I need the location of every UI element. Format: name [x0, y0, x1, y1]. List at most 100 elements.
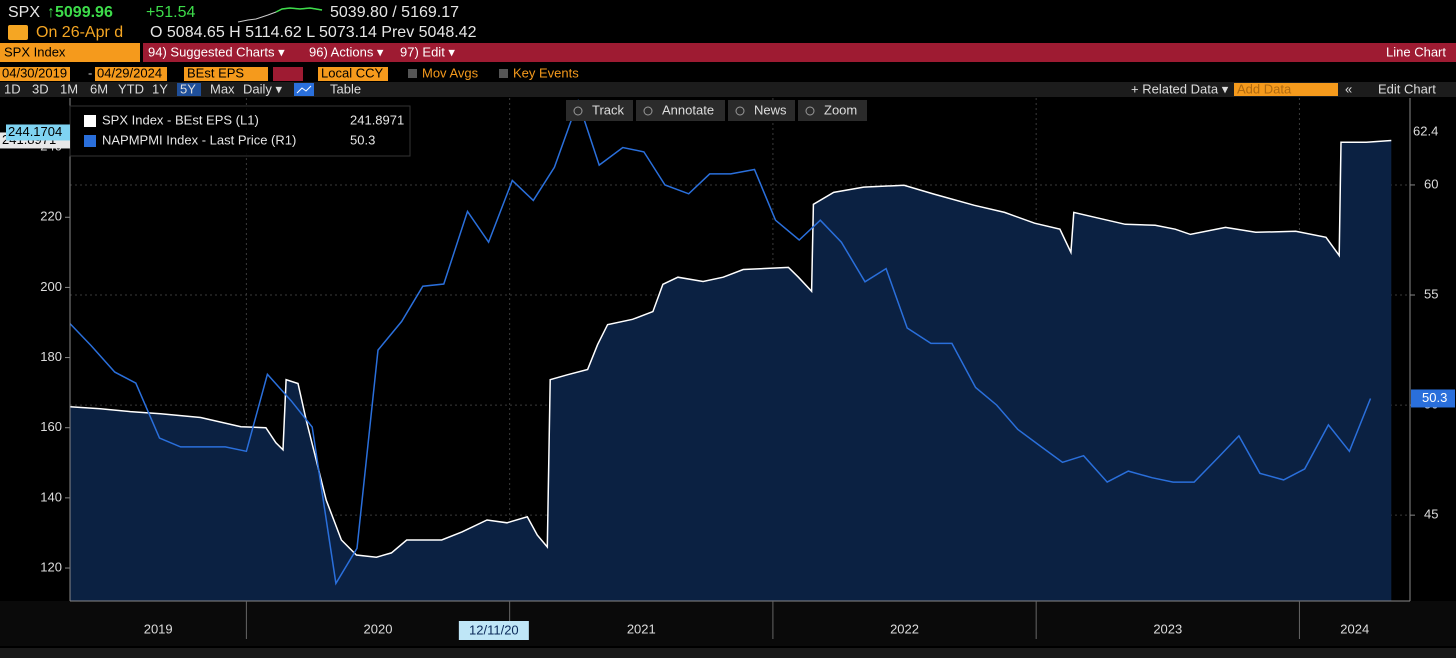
cursor-box	[458, 621, 529, 640]
menu-item[interactable]: 97) Edit ▾	[400, 44, 455, 59]
x-tick-label: 2021	[627, 621, 656, 636]
last-value-tag	[1411, 389, 1455, 408]
legend-swatch	[84, 135, 96, 147]
y2-tick-label: 55	[1424, 286, 1438, 301]
key-events[interactable]: Key Events	[513, 65, 579, 80]
chart-tools: Track Annotate News Zoom	[566, 100, 867, 121]
day-range: 5039.80 / 5169.17	[330, 4, 459, 21]
sparkline-up	[275, 7, 323, 13]
field-box[interactable]	[184, 67, 268, 81]
cursor-label: 12/11/20	[469, 622, 519, 637]
date-separator: -	[88, 65, 92, 80]
end-date: 04/29/2024	[97, 65, 162, 80]
period-group: 1D 3D 1M 6M YTD 1Y 5Y Max	[4, 81, 235, 96]
tool-label: Annotate	[662, 102, 714, 117]
legend-label: SPX Index - BEst EPS (L1)	[102, 112, 259, 127]
legend-value: 241.8971	[350, 112, 404, 127]
y-tick-label: 220	[40, 209, 62, 224]
last-price: ↑5099.96	[47, 4, 113, 21]
tool-label: Track	[592, 102, 625, 117]
start-date: 04/30/2019	[2, 65, 67, 80]
chart-type: Line Chart	[1386, 44, 1446, 59]
x-tick-label: 2022	[890, 621, 919, 636]
menu-item[interactable]: 94) Suggested Charts ▾	[148, 44, 285, 59]
currency-box[interactable]	[318, 67, 388, 81]
edit-chart[interactable]: Edit Chart	[1378, 81, 1436, 96]
tool-label: Zoom	[824, 102, 857, 117]
tool-icon	[735, 106, 745, 116]
period-button[interactable]: Max	[210, 81, 235, 96]
add-data-box[interactable]	[1234, 83, 1338, 96]
color-box[interactable]	[273, 67, 303, 81]
y-marker-label: 244.1704	[8, 124, 62, 139]
add-data: Add Data	[1237, 81, 1292, 96]
chart-icon-glyph	[296, 85, 312, 94]
tool-button[interactable]	[566, 100, 633, 121]
period-bar	[0, 82, 1456, 97]
table-button[interactable]: Table	[330, 81, 361, 96]
tool-icon	[573, 106, 583, 116]
collapse[interactable]: «	[1345, 81, 1352, 96]
period-button[interactable]: 1M	[60, 81, 78, 96]
legend-swatch	[84, 115, 96, 127]
area	[70, 140, 1392, 601]
legend-label: NAPMPMI Index - Last Price (R1)	[102, 132, 296, 147]
y2-tick-label: 60	[1424, 176, 1438, 191]
legend-value: 50.3	[350, 132, 375, 147]
menu-bar	[143, 43, 1456, 62]
tool-button[interactable]	[728, 100, 795, 121]
x-tick-label: 2020	[364, 621, 393, 636]
tool-icon	[805, 106, 815, 116]
checkbox[interactable]	[408, 69, 417, 78]
x-tick-label: 2024	[1340, 621, 1369, 636]
period-button[interactable]: 3D	[32, 81, 49, 96]
line	[69, 98, 1372, 586]
frequency[interactable]: Daily ▾	[243, 81, 283, 96]
field: BEst EPS	[187, 65, 244, 80]
legend-box	[69, 105, 411, 157]
tool-button[interactable]	[636, 100, 725, 121]
y2-tick-label: 45	[1424, 507, 1438, 522]
line	[69, 139, 1392, 558]
ticker: SPX	[8, 4, 40, 21]
y-tick-label: 120	[40, 559, 62, 574]
y-tick-label: 160	[40, 419, 62, 434]
ohlc: O 5084.65 H 5114.62 L 5073.14 Prev 5048.…	[150, 24, 477, 41]
alert-icon[interactable]	[8, 25, 28, 40]
x-tick-label: 2019	[144, 621, 173, 636]
quote-date: On 26-Apr d	[36, 24, 123, 41]
start-box[interactable]	[0, 67, 70, 81]
tool-icon	[643, 106, 653, 116]
axes: 1201401601802002202404550556020192020202…	[40, 139, 1438, 639]
last-value-label: 50.3	[1422, 390, 1447, 405]
legend: SPX Index - BEst EPS (L1) 241.8971 NAPMPMI…	[84, 112, 404, 147]
period-button[interactable]: 1Y	[152, 81, 168, 96]
y2-marker-label: 62.4	[1413, 124, 1438, 139]
security: SPX Index	[4, 44, 66, 59]
y-tick-label: 180	[40, 349, 62, 364]
x-axis-band	[0, 601, 1456, 646]
y-tick-label: 200	[40, 279, 62, 294]
y-tick-label: 140	[40, 489, 62, 504]
tool-button[interactable]	[798, 100, 867, 121]
related-data[interactable]: + Related Data ▾	[1131, 81, 1229, 96]
plot	[69, 98, 1392, 601]
period-button[interactable]: 5Y	[180, 81, 196, 96]
x-tick-label: 2023	[1153, 621, 1182, 636]
status-bar	[0, 648, 1456, 658]
tool-label: News	[754, 102, 787, 117]
mov-avgs[interactable]: Mov Avgs	[422, 65, 479, 80]
change: +51.54	[146, 4, 195, 21]
security-box[interactable]	[0, 43, 140, 62]
currency: Local CCY	[321, 65, 383, 80]
period-button[interactable]: YTD	[118, 81, 144, 96]
period-active[interactable]	[177, 83, 201, 96]
y-marker-box	[6, 124, 70, 141]
checkbox[interactable]	[499, 69, 508, 78]
end-box[interactable]	[95, 67, 167, 81]
period-button[interactable]: 1D	[4, 81, 21, 96]
period-button[interactable]: 6M	[90, 81, 108, 96]
menu-item[interactable]: 96) Actions ▾	[309, 44, 384, 59]
